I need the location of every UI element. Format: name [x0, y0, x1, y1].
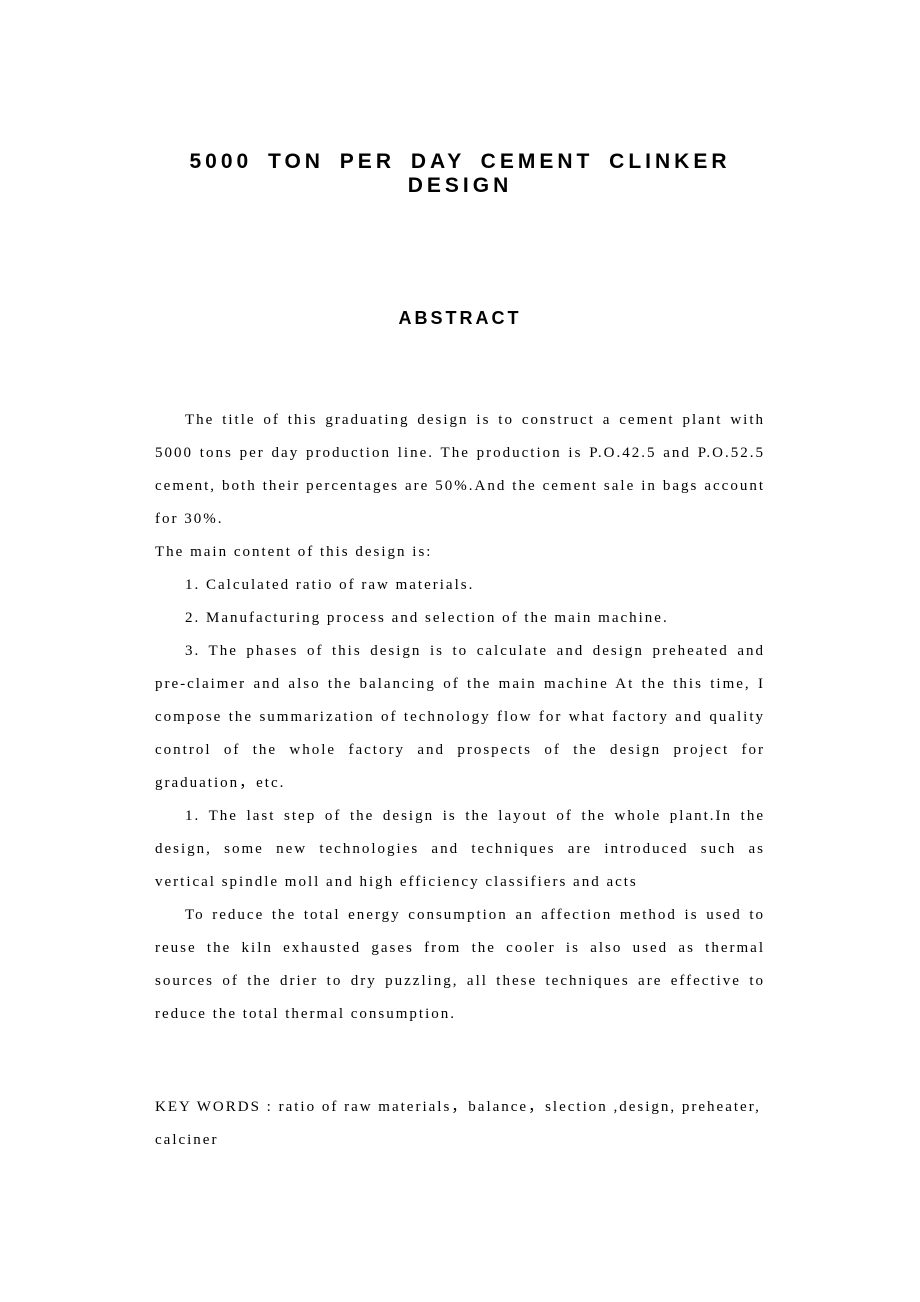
abstract-heading: ABSTRACT	[155, 308, 765, 329]
abstract-paragraph-2: The main content of this design is:	[155, 536, 765, 569]
abstract-paragraph-4: 1. The last step of the design is the la…	[155, 800, 765, 899]
document-title: 5000 TON PER DAY CEMENT CLINKER DESIGN	[155, 150, 765, 198]
abstract-list-item-2: 2. Manufacturing process and selection o…	[155, 602, 765, 635]
abstract-paragraph-3: 3. The phases of this design is to calcu…	[155, 635, 765, 800]
keywords: KEY WORDS : ratio of raw materials，balan…	[155, 1091, 765, 1157]
abstract-paragraph-1: The title of this graduating design is t…	[155, 404, 765, 536]
abstract-list-item-1: 1. Calculated ratio of raw materials.	[155, 569, 765, 602]
abstract-paragraph-5: To reduce the total energy consumption a…	[155, 899, 765, 1031]
